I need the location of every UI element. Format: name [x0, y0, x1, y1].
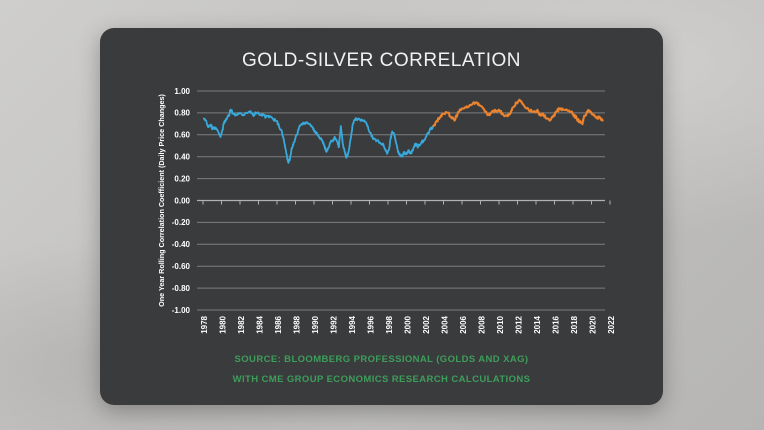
x-tick-label: 2002: [422, 315, 431, 333]
x-tick-label: 1984: [256, 315, 265, 333]
y-tick-label: -0.60: [172, 262, 191, 271]
y-tick-label: 0.60: [174, 131, 190, 140]
x-tick-label: 1978: [200, 315, 209, 333]
x-tick-label: 2008: [478, 315, 487, 333]
source-line-1: SOURCE: BLOOMBERG PROFESSIONAL (GOLDS AN…: [234, 354, 529, 365]
y-tick-label: -1.00: [172, 306, 191, 315]
x-tick-label: 1988: [293, 315, 302, 333]
x-tick-label: 1992: [330, 315, 339, 333]
x-tick-label: 1986: [274, 315, 283, 333]
x-tick-label: 2022: [607, 315, 616, 333]
y-tick-label: 1.00: [174, 87, 190, 96]
orange-series-line: [432, 98, 604, 128]
blue-series-line: [203, 108, 435, 164]
x-tick-label: 1994: [348, 315, 357, 333]
correlation-chart: 1.00 0.80 0.60 0.40 0.20 0.00 -0.20 -0.40 -0.60 -…: [157, 87, 616, 334]
x-tick-label: 2020: [589, 315, 598, 333]
y-tick-label: -0.80: [172, 284, 191, 293]
source-attribution: SOURCE: BLOOMBERG PROFESSIONAL (GOLDS AN…: [100, 350, 663, 390]
chart-title: GOLD-SILVER CORRELATION: [242, 50, 521, 71]
x-tick-label: 2000: [404, 315, 413, 333]
x-tick-label: 1996: [367, 315, 376, 333]
x-tick-label: 2006: [459, 315, 468, 333]
source-line-2: WITH CME GROUP ECONOMICS RESEARCH CALCUL…: [232, 374, 531, 385]
x-tick-label: 2004: [441, 315, 450, 333]
x-tick-label: 1998: [385, 315, 394, 333]
y-tick-label: 0.40: [174, 153, 190, 162]
chart-panel: GOLD-SILVER CORRELATION 1.00 0.80 0.60 0.40…: [100, 28, 663, 405]
y-tick-label: 0.00: [174, 196, 190, 205]
y-tick-label: 0.80: [174, 109, 190, 118]
x-tick-label: 1990: [311, 315, 320, 333]
x-tick-label: 2010: [496, 315, 505, 333]
x-tick-label: 2014: [533, 315, 542, 333]
x-tick-label: 1980: [219, 315, 228, 333]
y-tick-label: 0.20: [174, 174, 190, 183]
x-tick-label: 2016: [552, 315, 561, 333]
x-tick-label: 1982: [237, 315, 246, 333]
x-tick-label: 2018: [570, 315, 579, 333]
y-tick-label: -0.40: [172, 240, 191, 249]
y-axis-title: One Year Rolling Correlation Coefficient…: [157, 94, 166, 307]
y-tick-label: -0.20: [172, 218, 191, 227]
x-tick-label: 2012: [515, 315, 524, 333]
